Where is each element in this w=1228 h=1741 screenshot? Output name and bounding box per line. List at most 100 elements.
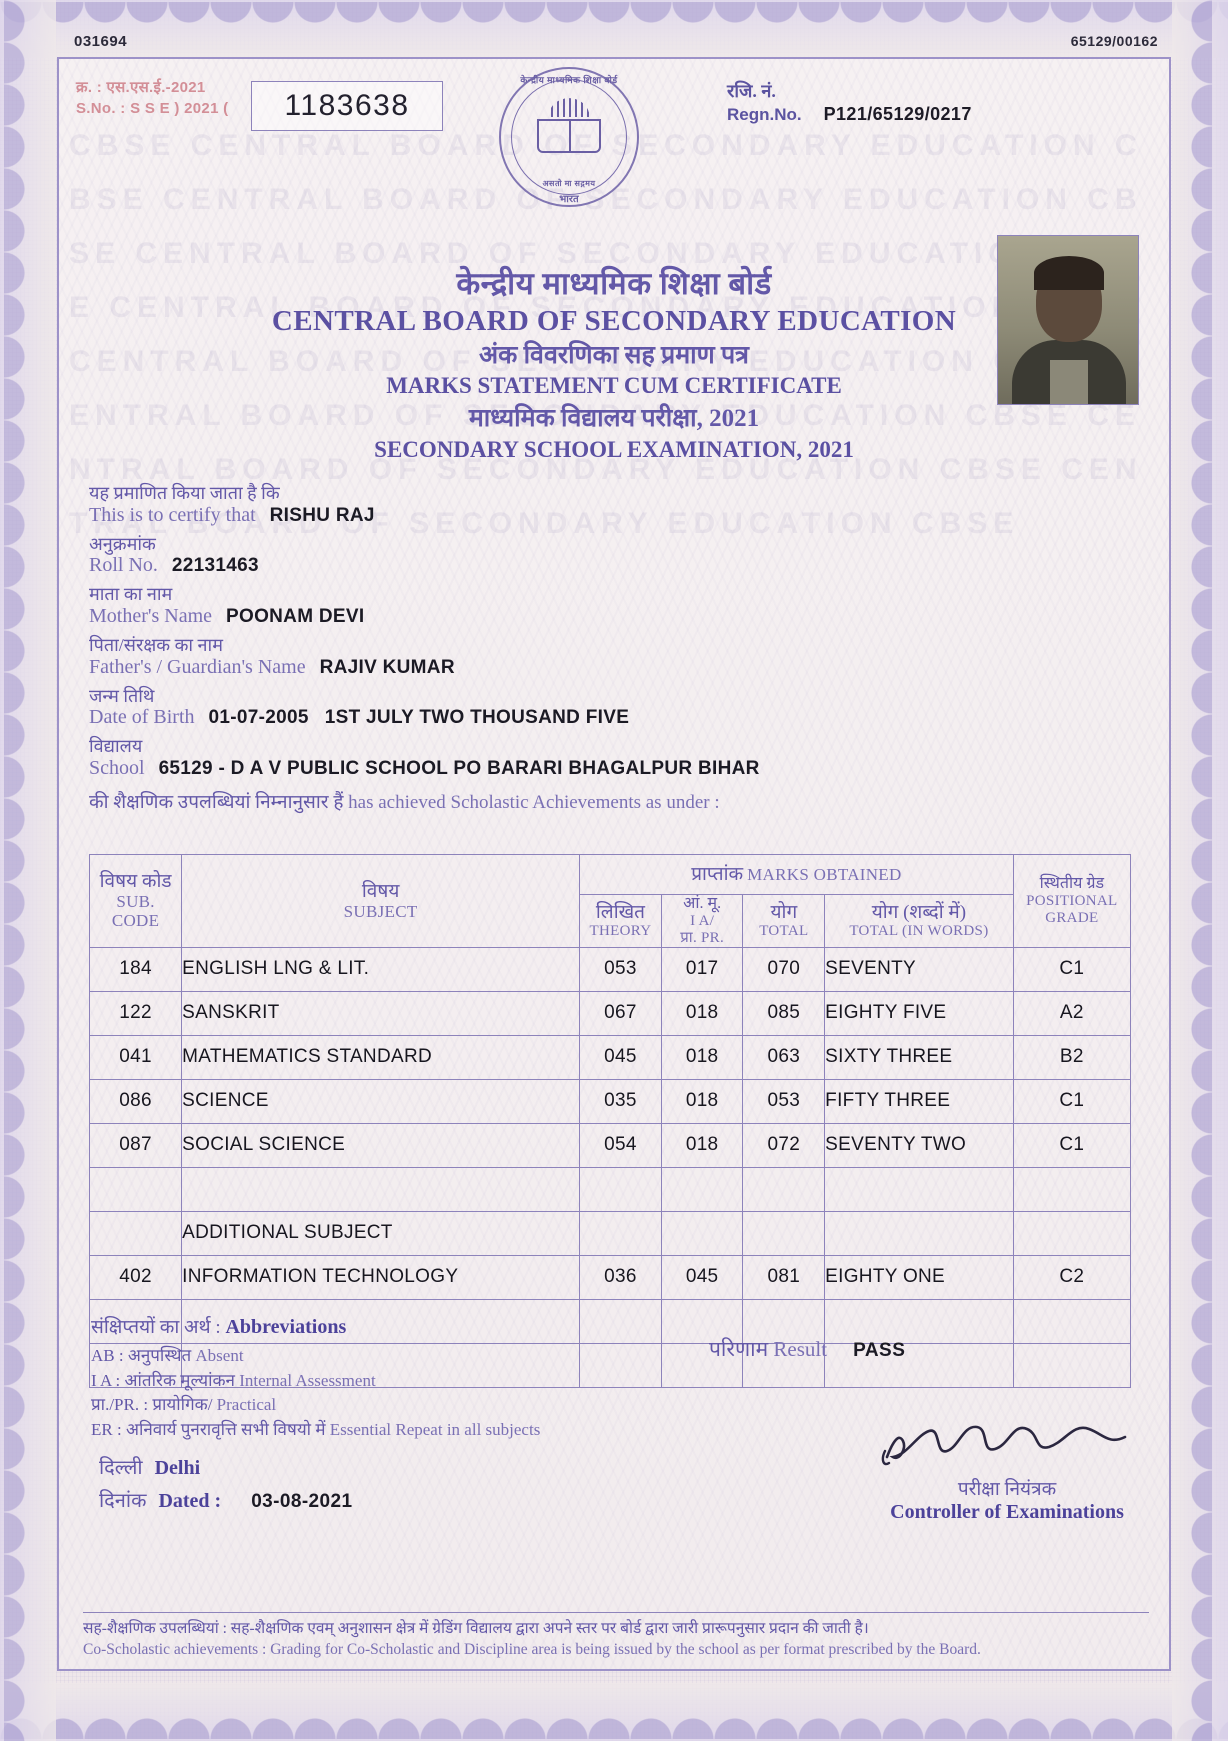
subject-code: 087 — [88, 1122, 183, 1168]
dob-value: 01-07-2005 — [208, 707, 309, 729]
header-theory: लिखित THEORY — [579, 894, 662, 948]
dob-label-hi: जन्म तिथि — [89, 685, 155, 706]
abbreviations-list: AB : अनुपस्थित Absent I A : आंतरिक मूल्या… — [91, 1344, 711, 1443]
exam-title-en: SECONDARY SCHOOL EXAMINATION, 2021 — [374, 437, 854, 463]
certify-row: यह प्रमाणित किया जाता है कि This is to c… — [89, 483, 1129, 527]
abbreviations-title: संक्षिप्तयों का अर्थ : Abbreviations — [91, 1313, 711, 1339]
empty-cell — [1012, 1298, 1132, 1344]
red-stamp-text: क्र. : एस.एस.ई.-2021 S.No. : S S E ) 202… — [76, 77, 228, 119]
father-name-value: RAJIV KUMAR — [319, 656, 455, 678]
footer-note-en: Co-Scholastic achievements : Grading for… — [83, 1641, 981, 1659]
marks-table: विषय कोड SUB. CODE विषय SUBJECT प्राप्ता… — [88, 854, 1132, 1388]
subject-code: 122 — [88, 990, 183, 1036]
table-row: 086 SCIENCE 035 018 053 FIFTY THREE C1 — [88, 1078, 1132, 1124]
mother-label-hi: माता का नाम — [89, 584, 173, 605]
empty-cell — [579, 1166, 662, 1212]
empty-cell — [742, 1342, 826, 1388]
positional-grade: C1 — [1012, 946, 1132, 992]
empty-cell — [579, 1210, 662, 1256]
abbreviation-item: AB : अनुपस्थित Absent — [91, 1344, 711, 1369]
abbreviation-code: AB : — [91, 1346, 128, 1365]
theory-marks: 036 — [579, 1254, 662, 1300]
school-row: विद्यालय School 65129 - D A V PUBLIC SCH… — [89, 736, 1129, 780]
table-filler-row — [88, 1342, 1132, 1388]
additional-subject-heading-row: ADDITIONAL SUBJECT — [88, 1210, 1132, 1256]
abbreviation-hi: आंतरिक मूल्यांकन — [124, 1370, 240, 1390]
subject-code: 402 — [88, 1254, 183, 1300]
marks-table-body: 184 ENGLISH LNG & LIT. 053 017 070 SEVENTY C1 1… — [88, 946, 1132, 1388]
theory-marks: 053 — [579, 946, 662, 992]
red-stamp-line1: क्र. : एस.एस.ई.-2021 — [76, 79, 206, 96]
internal-assessment-marks: 018 — [660, 1034, 744, 1080]
place-row: दिल्ली Delhi — [99, 1453, 352, 1480]
student-name-value: RISHU RAJ — [269, 504, 375, 526]
school-label-en: School — [89, 757, 145, 780]
father-label-hi: पिता/संरक्षक का नाम — [89, 635, 223, 656]
mother-label-en: Mother's Name — [89, 605, 213, 628]
total-in-words: SEVENTY TWO — [824, 1122, 1014, 1168]
empty-cell — [88, 1166, 183, 1212]
header-internal-assessment: आं. मू. I A/ प्रा. PR. — [660, 894, 744, 948]
certificate-panel: CBSE CENTRAL BOARD OF SECONDARY EDUCATIO… — [57, 57, 1171, 1671]
subject-code: 184 — [88, 946, 183, 992]
subject-name: INFORMATION TECHNOLOGY — [181, 1254, 581, 1300]
date-value: 03-08-2021 — [251, 1491, 353, 1512]
empty-cell — [181, 1166, 581, 1212]
footer-note-hi: सह-शैक्षणिक उपलब्धियां : सह-शैक्षणिक एवम… — [83, 1620, 869, 1638]
header-sub-code-en2: CODE — [111, 911, 160, 931]
abbreviation-en: Absent — [195, 1346, 244, 1365]
marks-table-header-row-2: लिखित THEORY आं. मू. I A/ प्रा. PR. योग … — [90, 894, 1131, 948]
empty-cell — [1012, 1210, 1132, 1256]
header-grade-en1: POSITIONAL — [1026, 892, 1118, 909]
internal-assessment-marks: 018 — [660, 990, 744, 1036]
abbreviation-hi: अनिवार्य पुनरावृत्ति सभी विषयो में — [125, 1419, 330, 1439]
place-hi: दिल्ली — [99, 1457, 143, 1479]
subject-name: SOCIAL SCIENCE — [181, 1122, 581, 1168]
student-particulars: यह प्रमाणित किया जाता है कि This is to c… — [89, 483, 1129, 814]
signature-icon — [881, 1425, 1127, 1466]
mother-name-value: POONAM DEVI — [226, 606, 365, 628]
date-row: दिनांक Dated : 03-08-2021 — [99, 1486, 352, 1513]
empty-cell — [1012, 1166, 1132, 1212]
subject-code: 041 — [88, 1034, 183, 1080]
abbreviation-en: Essential Repeat in all subjects — [329, 1419, 541, 1439]
table-row: 087 SOCIAL SCIENCE 054 018 072 SEVENTY TWO C1 — [88, 1122, 1132, 1168]
result-block: परिणाम Result PASS — [709, 1335, 905, 1363]
internal-assessment-marks: 018 — [660, 1122, 744, 1168]
header-ia-en2: प्रा. PR. — [680, 929, 725, 946]
document-title-en: MARKS STATEMENT CUM CERTIFICATE — [386, 373, 842, 399]
cbse-emblem-icon: केन्द्रीय माध्यमिक शिक्षा बोर्ड असतो मा … — [499, 67, 639, 207]
header-theory-en: THEORY — [589, 922, 652, 939]
total-marks: 053 — [742, 1078, 826, 1124]
emblem-motto: असतो मा सद्गमय — [542, 179, 596, 188]
board-name-en: CENTRAL BOARD OF SECONDARY EDUCATION — [271, 304, 957, 337]
table-row: 041 MATHEMATICS STANDARD 045 018 063 SIXTY TH… — [88, 1034, 1132, 1080]
subject-name: SCIENCE — [181, 1078, 581, 1124]
place-date-block: दिल्ली Delhi दिनांक Dated : 03-08-2021 — [99, 1453, 352, 1519]
marks-table-head: विषय कोड SUB. CODE विषय SUBJECT प्राप्ता… — [88, 854, 1132, 948]
achievement-statement: की शैक्षणिक उपलब्धियां निम्नानुसार हैं h… — [89, 788, 1129, 814]
signature-block: परीक्षा नियंत्रक Controller of Examinati… — [857, 1411, 1157, 1524]
theory-marks: 067 — [579, 990, 662, 1036]
abbreviation-item: प्रा./PR. : प्रायोगिक/ Practical — [91, 1393, 711, 1418]
total-marks: 063 — [742, 1034, 826, 1080]
signature-title-hi: परीक्षा नियंत्रक — [957, 1479, 1057, 1500]
school-value: 65129 - D A V PUBLIC SCHOOL PO BARARI BH… — [158, 758, 760, 780]
header-marks-obtained-en: MARKS OBTAINED — [747, 864, 902, 884]
header-ia-hi: आं. मू. — [683, 895, 722, 912]
theory-marks: 054 — [579, 1122, 662, 1168]
dob-label-en: Date of Birth — [89, 706, 195, 729]
abbreviation-code: प्रा./PR. : — [91, 1395, 153, 1415]
internal-assessment-marks: 018 — [660, 1078, 744, 1124]
table-row: 122 SANSKRIT 067 018 085 EIGHTY FIVE A2 — [88, 990, 1132, 1036]
serial-number-right: 65129/00162 — [1070, 33, 1158, 49]
father-label-en: Father's / Guardian's Name — [89, 655, 306, 678]
header-total-in-words: योग (शब्दों में) TOTAL (IN WORDS) — [824, 894, 1014, 948]
empty-cell — [88, 1342, 183, 1388]
header-total-en: TOTAL — [759, 922, 809, 939]
roll-label-hi: अनुक्रमांक — [89, 533, 156, 554]
serial-number-left: 031694 — [74, 33, 128, 50]
document-title-hi: अंक विवरणिका सह प्रमाण पत्र — [479, 341, 749, 369]
empty-cell — [742, 1298, 826, 1344]
header-total-hi: योग — [770, 901, 798, 923]
